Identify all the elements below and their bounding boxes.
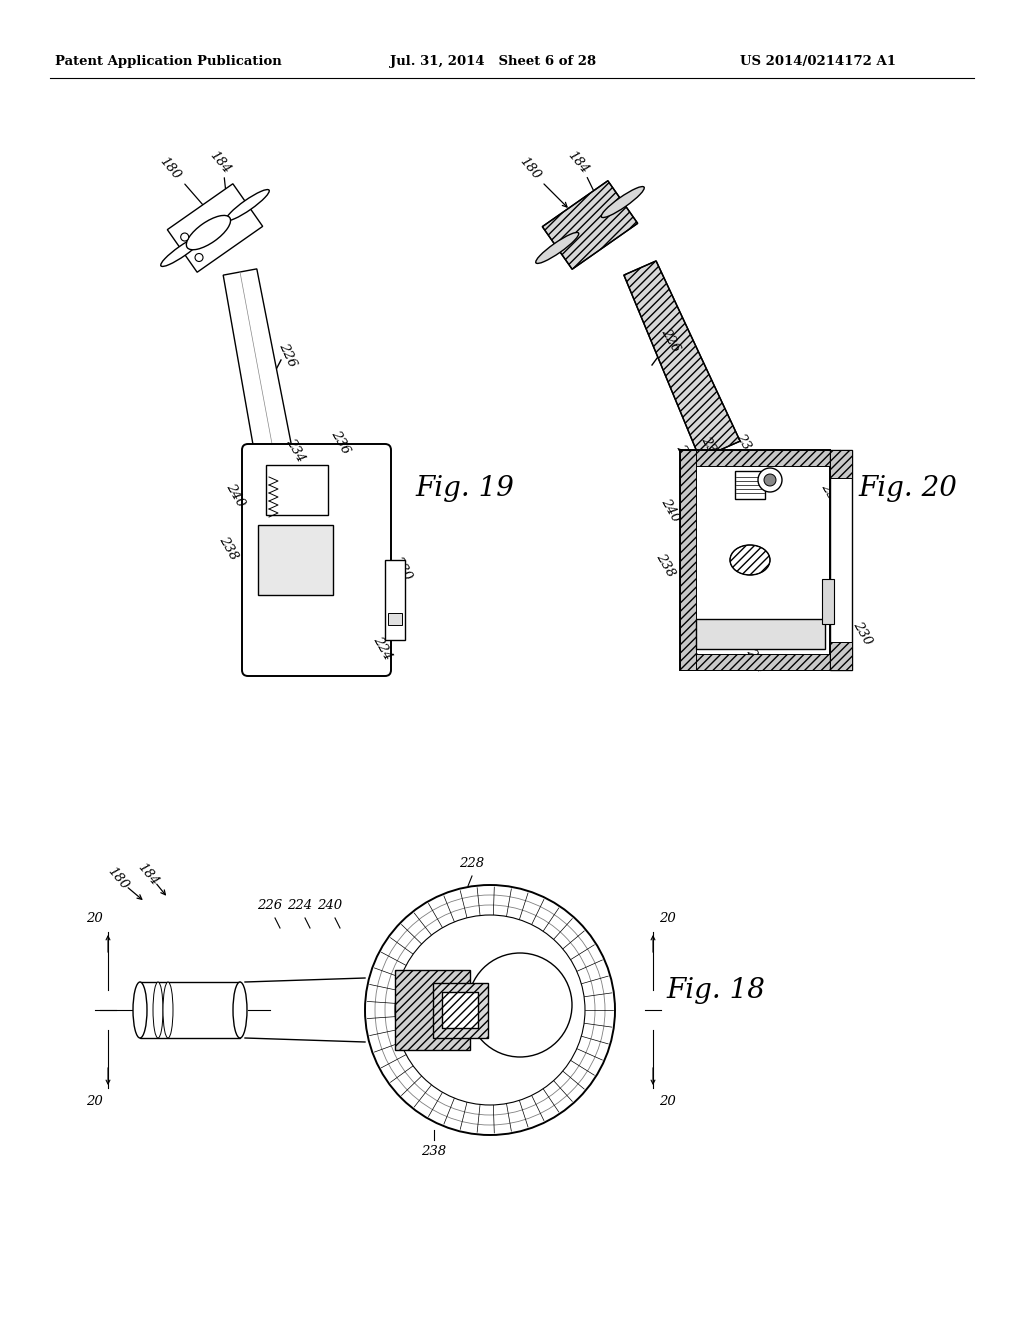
Text: 234: 234 bbox=[283, 436, 307, 465]
Bar bbox=[442, 993, 478, 1028]
Text: 230: 230 bbox=[850, 619, 873, 647]
Bar bbox=[385, 560, 406, 640]
Text: 240: 240 bbox=[223, 480, 247, 510]
Text: 238: 238 bbox=[653, 550, 677, 579]
Bar bbox=[432, 982, 487, 1038]
Text: 228: 228 bbox=[678, 642, 701, 669]
Bar bbox=[388, 612, 402, 624]
Circle shape bbox=[195, 253, 203, 261]
Bar bbox=[830, 450, 852, 478]
Ellipse shape bbox=[226, 190, 269, 220]
Bar bbox=[395, 970, 470, 1049]
Polygon shape bbox=[543, 181, 638, 269]
Text: 244: 244 bbox=[508, 998, 532, 1011]
Polygon shape bbox=[167, 183, 263, 272]
Bar bbox=[830, 450, 852, 671]
Text: 236: 236 bbox=[328, 428, 352, 457]
Text: 184: 184 bbox=[207, 148, 233, 176]
Ellipse shape bbox=[133, 982, 147, 1038]
Text: 226: 226 bbox=[257, 899, 283, 912]
Text: 226: 226 bbox=[276, 341, 299, 370]
Circle shape bbox=[180, 234, 188, 242]
Text: 20: 20 bbox=[658, 912, 676, 925]
Text: Fig. 20: Fig. 20 bbox=[858, 474, 956, 502]
Ellipse shape bbox=[163, 982, 173, 1038]
Bar bbox=[696, 619, 825, 649]
Circle shape bbox=[365, 884, 615, 1135]
Bar bbox=[830, 642, 852, 671]
Bar bbox=[258, 525, 333, 595]
Text: Patent Application Publication: Patent Application Publication bbox=[55, 55, 282, 69]
Text: 230: 230 bbox=[390, 554, 414, 582]
Text: 180: 180 bbox=[104, 865, 131, 892]
Text: Fig. 19: Fig. 19 bbox=[415, 474, 514, 502]
Text: 234: 234 bbox=[733, 430, 757, 459]
Bar bbox=[735, 471, 765, 499]
Bar bbox=[680, 653, 830, 671]
Bar bbox=[140, 982, 240, 1038]
Text: 240: 240 bbox=[658, 496, 682, 524]
Ellipse shape bbox=[233, 982, 247, 1038]
Text: 20: 20 bbox=[86, 1096, 102, 1107]
Text: US 2014/0214172 A1: US 2014/0214172 A1 bbox=[740, 55, 896, 69]
Circle shape bbox=[395, 915, 585, 1105]
Text: 180: 180 bbox=[517, 154, 543, 182]
Text: 232: 232 bbox=[698, 434, 722, 462]
Ellipse shape bbox=[536, 232, 579, 264]
Ellipse shape bbox=[161, 235, 204, 267]
Bar bbox=[266, 465, 328, 515]
Text: 180: 180 bbox=[157, 154, 183, 182]
Ellipse shape bbox=[730, 545, 770, 576]
Text: 226: 226 bbox=[658, 326, 682, 354]
Text: 184: 184 bbox=[565, 148, 591, 176]
Polygon shape bbox=[624, 261, 740, 459]
FancyBboxPatch shape bbox=[242, 444, 391, 676]
Text: 236: 236 bbox=[818, 480, 842, 510]
Ellipse shape bbox=[601, 186, 644, 218]
Bar bbox=[680, 450, 830, 466]
Bar bbox=[680, 450, 830, 671]
Text: 224: 224 bbox=[370, 634, 394, 663]
Text: 20: 20 bbox=[658, 1096, 676, 1107]
Text: 184: 184 bbox=[135, 861, 161, 888]
Text: Fig. 18: Fig. 18 bbox=[666, 977, 765, 1003]
Text: 242: 242 bbox=[673, 442, 697, 470]
Circle shape bbox=[758, 469, 782, 492]
Text: 228: 228 bbox=[460, 857, 484, 870]
Text: 224: 224 bbox=[288, 899, 312, 912]
Bar bbox=[822, 579, 834, 624]
Text: 20: 20 bbox=[86, 912, 102, 925]
Text: 238: 238 bbox=[216, 533, 240, 562]
Text: 224: 224 bbox=[743, 645, 767, 675]
Circle shape bbox=[764, 474, 776, 486]
Circle shape bbox=[468, 953, 572, 1057]
Polygon shape bbox=[223, 269, 294, 463]
Text: 240: 240 bbox=[317, 899, 343, 912]
Ellipse shape bbox=[153, 982, 163, 1038]
Bar bbox=[680, 450, 696, 671]
Text: Jul. 31, 2014   Sheet 6 of 28: Jul. 31, 2014 Sheet 6 of 28 bbox=[390, 55, 596, 69]
Text: 238: 238 bbox=[422, 1144, 446, 1158]
Bar bbox=[442, 993, 478, 1028]
Ellipse shape bbox=[186, 215, 230, 249]
